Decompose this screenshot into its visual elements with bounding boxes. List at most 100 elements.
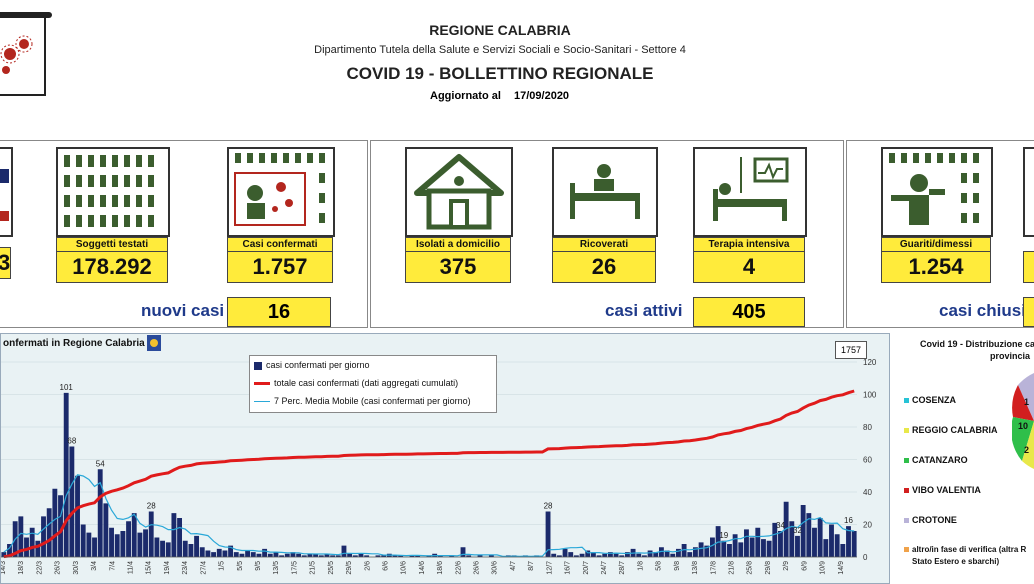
bar [194, 535, 200, 557]
bar [199, 547, 205, 557]
x-tick-label: 26/6 [474, 561, 481, 575]
legend-item-daily: casi confermati per giorno [254, 359, 370, 371]
updated-label: Aggiornato al [430, 90, 501, 102]
bar [24, 537, 29, 557]
bar [154, 537, 160, 557]
bar [738, 542, 744, 557]
updated-date: 17/09/2020 [514, 90, 570, 102]
bar [488, 555, 494, 557]
bar [97, 469, 103, 557]
x-tick-label: 18/3 [18, 561, 25, 575]
x-tick-label: 11/4 [127, 561, 134, 574]
hosp-value: 26 [552, 251, 656, 283]
region-crest-icon [147, 335, 161, 351]
bar [7, 544, 12, 557]
bar [812, 527, 817, 557]
tests-panel: 3 Soggetti testati 178.292 Casi conferma… [0, 140, 368, 328]
active-panel: Isolati a domicilio 375 Ricoverati 26 Te… [370, 140, 844, 328]
hospital-bed-icon [570, 164, 640, 219]
bar [239, 553, 245, 557]
hosp-card [552, 147, 658, 237]
bar [250, 552, 256, 557]
tested-label: Soggetti testati [56, 237, 168, 252]
legend-item-cumulative: totale casi confermati (dati aggregati c… [254, 377, 458, 389]
closed-panel: Guariti/dimessi 1.254 casi chiusi [846, 140, 1034, 328]
x-tick-label: 13/5 [273, 561, 280, 575]
bar [653, 552, 659, 557]
y-tick-label: 80 [863, 423, 872, 432]
bar [817, 518, 823, 557]
bar [211, 552, 217, 557]
bar [63, 392, 69, 557]
province-other: altro/in fase di verifica (altra R [904, 545, 1026, 554]
closed-value-partial [1023, 297, 1034, 327]
bar [658, 547, 664, 557]
x-tick-label: 24/7 [601, 561, 608, 575]
bar [693, 547, 698, 557]
virus-icon [0, 35, 33, 74]
bar [222, 550, 228, 557]
bar [409, 555, 415, 557]
x-tick-label: 17/8 [710, 561, 717, 575]
bar [52, 488, 58, 557]
bar [834, 534, 840, 557]
active-label: casi attivi [605, 301, 683, 320]
tested-card [56, 147, 170, 237]
tested-partial-value: 3 [0, 247, 11, 279]
bar [188, 544, 194, 557]
bar [829, 524, 834, 557]
x-tick-label: 4/7 [510, 561, 517, 571]
x-tick-label: 20/7 [583, 561, 590, 575]
bar [75, 475, 80, 557]
bar [284, 553, 290, 557]
confirmed-card [227, 147, 335, 237]
bar [749, 537, 755, 557]
x-tick-label: 16/7 [565, 561, 572, 575]
x-tick-label: 26/3 [55, 561, 62, 575]
bar [392, 555, 398, 557]
bar [687, 552, 693, 557]
x-tick-label: 10/6 [401, 561, 408, 575]
bar [636, 553, 642, 557]
bar [624, 552, 630, 557]
bar [301, 555, 307, 557]
chart-legend: casi confermati per giorno totale casi c… [249, 355, 497, 413]
bar-value-label: 19 [719, 531, 728, 540]
bar [375, 555, 381, 557]
active-value: 405 [693, 297, 805, 327]
bar [670, 553, 676, 557]
bar [228, 545, 234, 557]
x-tick-label: 23/4 [182, 561, 189, 575]
bar [341, 545, 347, 557]
bar [182, 540, 188, 557]
x-tick-label: 15/4 [146, 561, 153, 575]
bar [131, 513, 137, 557]
healed-person-icon [889, 153, 979, 225]
y-tick-label: 60 [863, 456, 872, 465]
bar [352, 555, 358, 557]
x-tick-label: 9/5 [255, 561, 262, 571]
bar [851, 531, 857, 557]
bar [80, 524, 86, 557]
chart-plot: 120 100 80 60 40 20 0 101 68 54 28 28 34 32 19 16 14/3 18… [1, 358, 877, 575]
x-tick-label: 25/5 [328, 561, 335, 575]
house-icon [414, 154, 504, 230]
bar [800, 505, 806, 557]
x-tick-label: 2/9 [783, 561, 790, 571]
confirmed-label: Casi confermati [227, 237, 333, 252]
x-tick-label: 8/7 [528, 561, 535, 571]
x-tick-label: 21/5 [310, 561, 317, 575]
bar [477, 555, 483, 557]
icu-card [693, 147, 807, 237]
bar [120, 531, 126, 557]
bar [245, 550, 251, 557]
healed-label: Guariti/dimessi [881, 237, 991, 252]
new-cases-value: 16 [227, 297, 331, 327]
bar [381, 555, 387, 557]
bar [551, 553, 557, 557]
bar-value-label: 54 [96, 459, 105, 468]
total-cases-label: 1757 [835, 341, 867, 359]
bar-value-label: 32 [793, 526, 802, 535]
healed-card [881, 147, 993, 237]
bar [778, 531, 783, 557]
